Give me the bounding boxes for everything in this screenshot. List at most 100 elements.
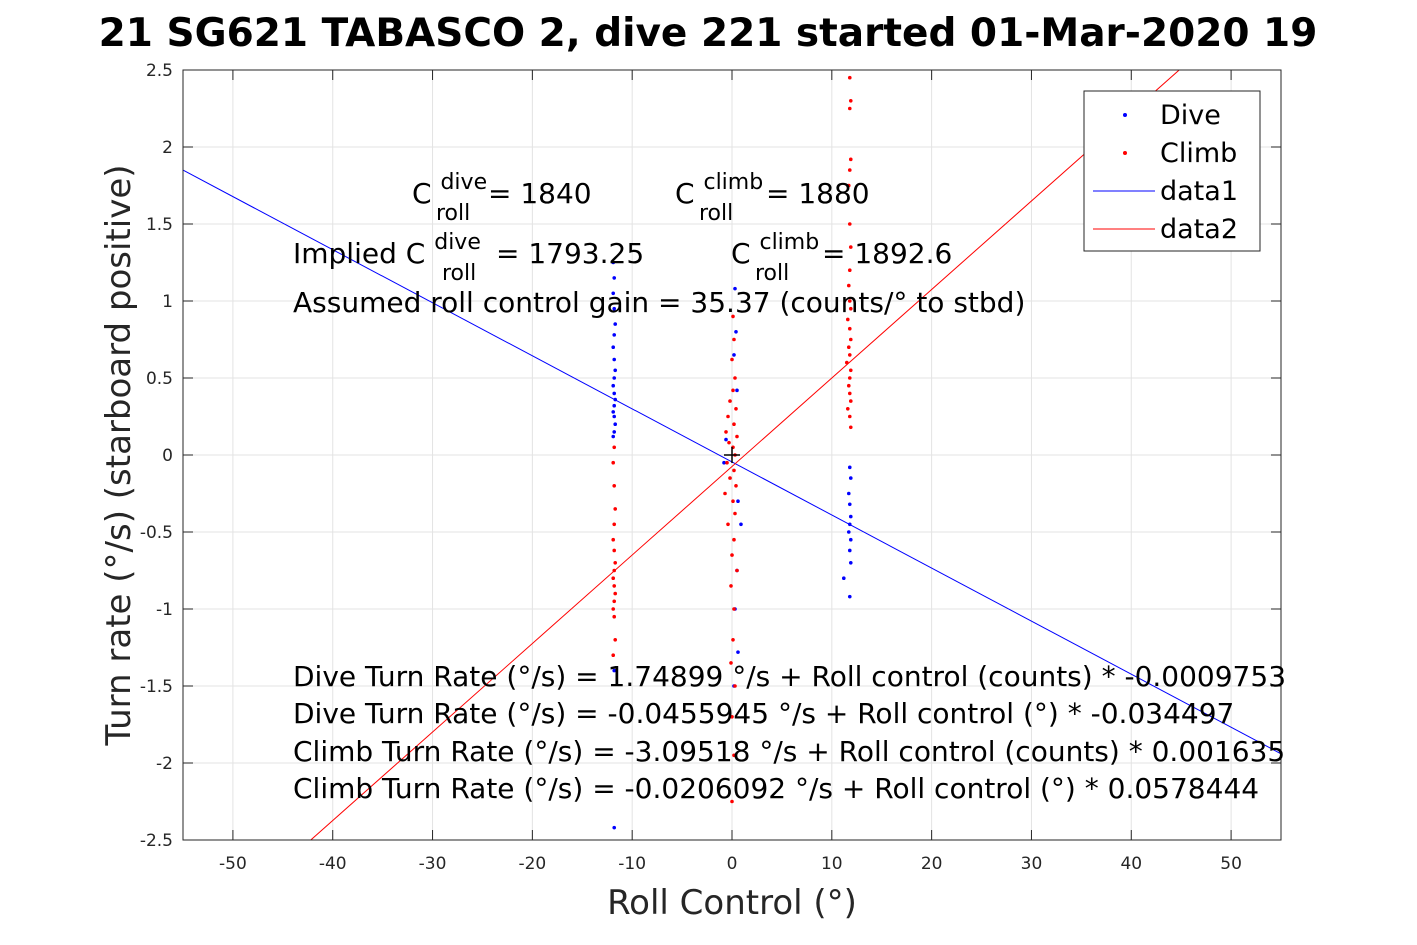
dive-point <box>847 522 852 527</box>
climb-point <box>733 684 737 688</box>
dive-point <box>612 668 617 673</box>
climb-point <box>725 460 729 465</box>
dive-point <box>612 357 617 362</box>
y-tick-label: 0.5 <box>146 369 173 389</box>
dive-point <box>612 276 617 280</box>
x-tick-label: -20 <box>518 854 546 874</box>
climb-point <box>847 391 852 396</box>
c-roll-dive-annotation: C dive roll = 1840 <box>412 163 592 227</box>
climb-point <box>733 376 737 380</box>
climb-point <box>728 476 732 480</box>
dive-point <box>612 391 617 396</box>
dive-point <box>724 437 728 442</box>
climb-point <box>611 607 616 611</box>
y-tick-label: -2.5 <box>140 831 173 851</box>
y-tick-label: -1 <box>156 600 173 620</box>
climb-point <box>846 345 851 350</box>
climb-point <box>612 522 617 527</box>
dive-point <box>847 502 852 507</box>
dive-point <box>736 499 740 504</box>
dive-point <box>613 322 618 326</box>
axes-frame <box>182 69 1282 841</box>
climb-point <box>845 317 850 322</box>
c-roll-dive-value: = 1840 <box>488 177 592 210</box>
legend-box <box>1083 90 1261 252</box>
climb-point <box>611 576 616 580</box>
dive-point <box>611 383 616 388</box>
climb-point <box>734 484 738 488</box>
dive-point <box>611 260 616 265</box>
x-tick-label: 10 <box>821 854 843 874</box>
climb-point <box>611 653 616 657</box>
dive-point <box>612 825 617 830</box>
y-tick-label: 1.5 <box>146 215 173 235</box>
dive-point <box>611 345 616 350</box>
climb-point <box>846 283 851 288</box>
climb-point <box>611 537 616 542</box>
climb-point <box>735 434 739 439</box>
dive-point <box>611 434 616 439</box>
climb-point <box>847 326 852 331</box>
roll-gain-annotation: Assumed roll control gain = 35.37 (count… <box>293 286 1025 319</box>
climb-point <box>730 715 734 719</box>
climb-point <box>847 268 852 273</box>
climb-point <box>847 299 852 303</box>
x-axis-label: Roll Control (°) <box>607 883 857 923</box>
climb-point <box>847 168 852 172</box>
legend-data2-label: data2 <box>1160 214 1238 245</box>
climb-point <box>847 75 852 80</box>
climb-point <box>732 537 736 542</box>
c-roll-dive-sub: roll <box>436 201 470 226</box>
data2-fit-line <box>310 70 1180 840</box>
legend-dive-label: Dive <box>1160 100 1221 131</box>
c-roll-climb-base: C <box>675 177 695 210</box>
x-tick-label: 30 <box>1021 854 1043 874</box>
y-tick-label: 2 <box>162 138 173 158</box>
implied-climb-value: = 1892.6 <box>822 237 952 270</box>
climb-point <box>732 753 736 758</box>
climb-point <box>729 584 733 588</box>
climb-equation-degrees: Climb Turn Rate (°/s) = -0.0206092 °/s +… <box>293 772 1259 805</box>
implied-dive-sub: roll <box>442 261 476 286</box>
climb-point <box>611 460 616 465</box>
climb-point <box>848 337 853 342</box>
dive-equation-counts: Dive Turn Rate (°/s) = 1.74899 °/s + Rol… <box>293 660 1286 693</box>
dive-point <box>846 491 851 496</box>
climb-point <box>847 106 852 111</box>
climb-point <box>848 99 853 103</box>
chart-title: 21 SG621 TABASCO 2, dive 221 started 01-… <box>99 11 1318 56</box>
climb-point <box>847 414 852 419</box>
implied-dive-value: = 1793.25 <box>496 237 644 270</box>
climb-point <box>730 799 734 804</box>
climb-point <box>732 607 736 611</box>
x-tick-label: -40 <box>319 854 347 874</box>
climb-point <box>845 407 850 411</box>
climb-point <box>732 337 736 342</box>
climb-point <box>612 548 617 553</box>
c-roll-climb-sup: climb <box>703 170 763 195</box>
implied-c-roll-dive-annotation: Implied C dive roll = 1793.25 <box>293 223 644 287</box>
dive-point <box>611 410 616 414</box>
dive-point <box>848 514 853 519</box>
implied-c-roll-climb-annotation: C climb roll = 1892.6 <box>731 223 952 287</box>
climb-point <box>844 360 849 365</box>
dive-point <box>613 422 618 427</box>
climb-point <box>735 568 739 573</box>
climb-point <box>731 638 735 642</box>
climb-point <box>848 368 853 373</box>
climb-point <box>846 383 851 388</box>
y-axis-label: Turn rate (°/s) (starboard positive) <box>99 164 139 746</box>
x-tick-label: 0 <box>727 854 738 874</box>
climb-point <box>730 357 734 362</box>
implied-climb-base: C <box>731 237 751 270</box>
y-tick-label: 1 <box>162 292 173 312</box>
dive-point <box>613 397 618 402</box>
dive-equation-degrees: Dive Turn Rate (°/s) = -0.0455945 °/s + … <box>293 697 1234 730</box>
x-tick-label: -30 <box>419 854 447 874</box>
dive-point <box>739 522 743 527</box>
climb-point <box>731 314 735 319</box>
climb-point <box>613 507 618 511</box>
plot-data <box>183 70 1281 840</box>
y-tick-label: 0 <box>162 446 173 466</box>
